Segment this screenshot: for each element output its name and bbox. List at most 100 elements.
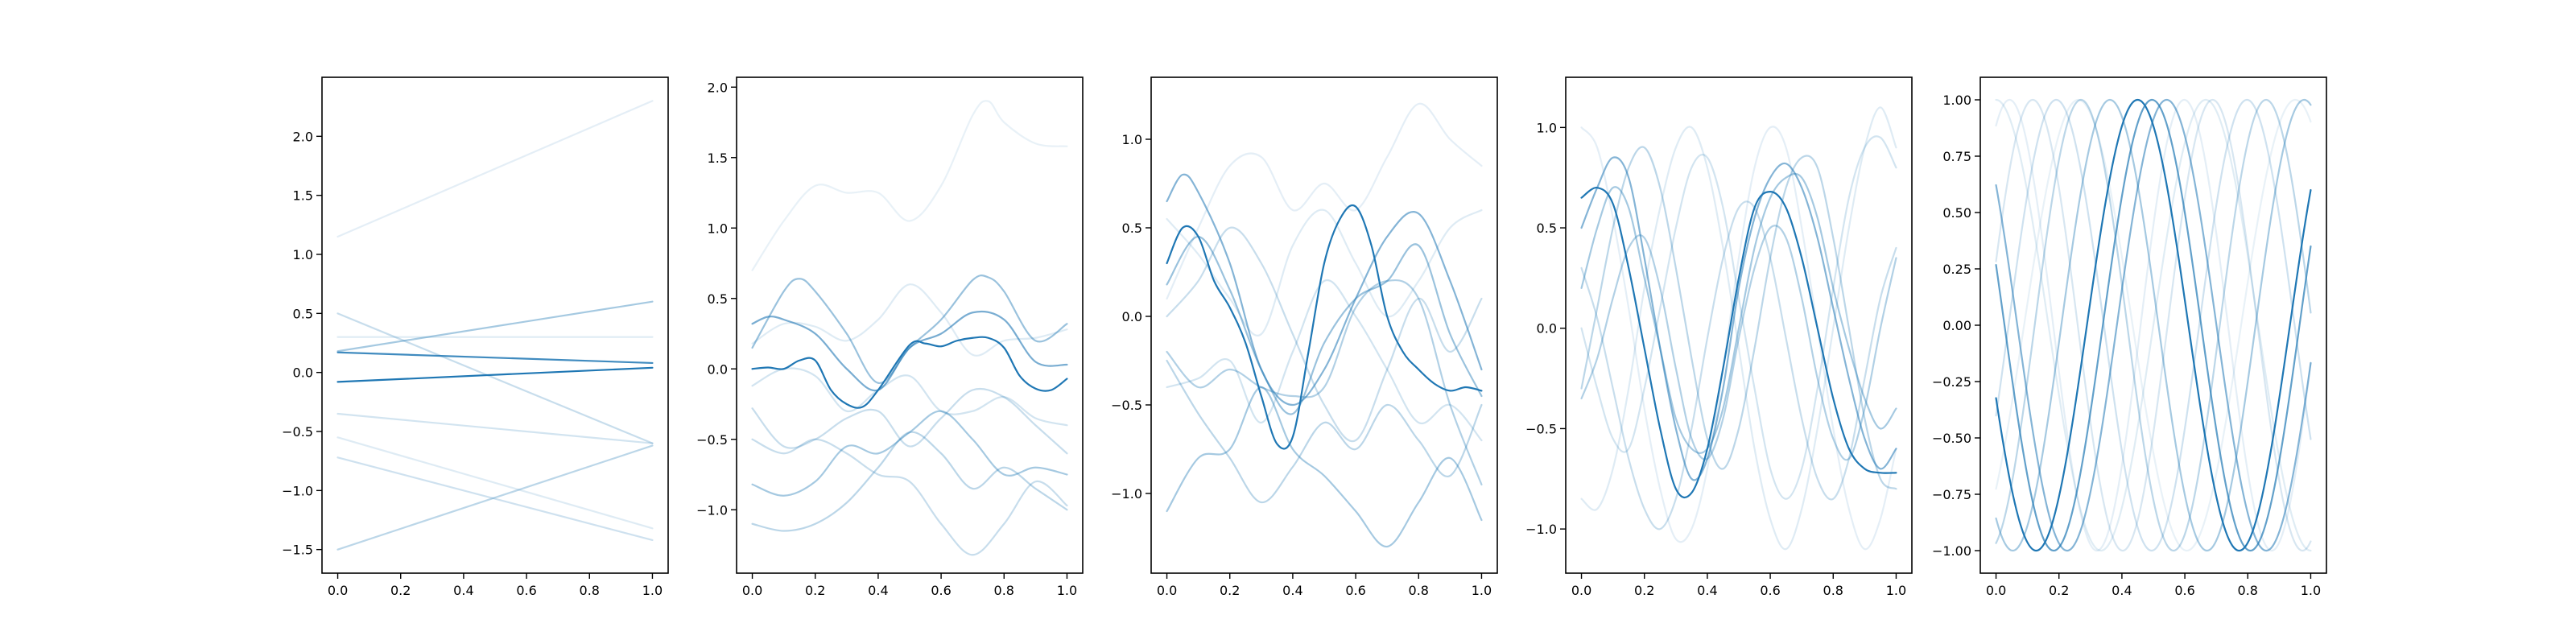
series-group — [1995, 98, 2312, 552]
x-tick-label: 0.0 — [742, 583, 762, 598]
y-tick-label: 0.5 — [293, 306, 313, 321]
series-line-7 — [751, 387, 1068, 455]
x-tick-label: 0.4 — [1697, 583, 1717, 598]
y-tick-label: 1.0 — [708, 221, 728, 236]
x-tick-label: 0.6 — [2174, 583, 2194, 598]
y-tick-label: −0.5 — [696, 432, 728, 448]
x-tick-label: 0.2 — [1220, 583, 1240, 598]
series-line-10 — [336, 444, 654, 551]
series-line-2 — [1580, 156, 1897, 481]
series-line-7 — [336, 412, 654, 444]
x-tick-label: 0.6 — [931, 583, 951, 598]
x-tick-label: 0.8 — [994, 583, 1014, 598]
series-line-7 — [1166, 279, 1483, 442]
series-line-1 — [1580, 187, 1897, 498]
series-line-10 — [1995, 98, 2312, 552]
series-line-3 — [336, 312, 654, 444]
x-tick-label: 0.6 — [516, 583, 536, 598]
x-tick-label: 1.0 — [642, 583, 663, 598]
y-tick-label: 0.5 — [708, 291, 728, 307]
y-tick-label: 0.5 — [1537, 221, 1557, 236]
subplots: 0.0 0.2 0.4 0.6 0.8 1.0 −1.5 −1.0 −0.5 0.0 0.5 1.0 1… — [282, 76, 2327, 598]
y-tick-label: −1.0 — [1111, 486, 1142, 502]
series-line-4 — [751, 336, 1068, 409]
series-line-9 — [1166, 386, 1483, 548]
y-tick-label: 0.0 — [1537, 321, 1557, 336]
series-line-5 — [336, 351, 654, 365]
series-line-1 — [1995, 98, 2312, 552]
y-tick-label: 2.0 — [293, 129, 313, 144]
series-line-6 — [336, 366, 654, 383]
series-group — [751, 100, 1068, 556]
y-tick-label: −0.25 — [1932, 374, 1971, 390]
x-tick-label: 0.2 — [805, 583, 825, 598]
y-tick-label: 0.0 — [1122, 309, 1142, 324]
y-tick-label: 2.0 — [708, 80, 728, 95]
y-tick-label: 0.25 — [1942, 262, 1971, 277]
x-tick-label: 0.0 — [1986, 583, 2006, 598]
subplot-3: 0.0 0.2 0.4 0.6 0.8 1.0 −1.0 −0.5 0.0 0.5 1.0 — [1111, 76, 1498, 598]
y-tick-label: −1.0 — [696, 502, 728, 518]
series-line-8 — [1995, 98, 2312, 552]
y-tick-label: −0.5 — [282, 424, 313, 440]
series-line-1 — [1166, 102, 1483, 300]
y-tick-label: −1.0 — [1525, 522, 1557, 537]
x-tick-label: 0.8 — [1823, 583, 1843, 598]
series-line-10 — [751, 438, 1068, 556]
y-tick-label: 0.5 — [1122, 221, 1142, 236]
y-tick-label: 1.0 — [293, 247, 313, 262]
axes-frame — [1565, 76, 1913, 574]
x-tick-label: 0.6 — [1760, 583, 1780, 598]
x-tick-label: 0.0 — [328, 583, 348, 598]
subplot-2: 0.0 0.2 0.4 0.6 0.8 1.0 −1.0 −0.5 0.0 0.5 1.0 1.5 2.… — [696, 76, 1084, 598]
series-line-6 — [1995, 98, 2312, 552]
x-tick-label: 0.8 — [2238, 583, 2258, 598]
y-tick-label: 0.0 — [708, 361, 728, 377]
series-line-3 — [1580, 172, 1897, 454]
series-line-7 — [1995, 98, 2312, 552]
axes-frame — [736, 76, 1084, 574]
x-tick-label: 0.0 — [1571, 583, 1591, 598]
axes-frame — [1150, 76, 1498, 574]
series-line-8 — [1166, 359, 1483, 504]
y-tick-label: −0.75 — [1932, 487, 1971, 502]
series-group — [1166, 102, 1483, 548]
subplot-5: 0.0 0.2 0.4 0.6 0.8 1.0 −1.00 −0.75 −0.50 −0.25 0.… — [1932, 76, 2327, 598]
series-line-5 — [1580, 135, 1897, 500]
x-tick-label: 1.0 — [1886, 583, 1906, 598]
series-line-1 — [336, 100, 654, 238]
y-tick-label: 0.0 — [293, 365, 313, 381]
series-line-8 — [1580, 126, 1897, 551]
axes-frame — [321, 76, 669, 574]
x-tick-label: 0.2 — [390, 583, 411, 598]
y-tick-label: −1.0 — [282, 483, 313, 498]
series-line-9 — [751, 431, 1068, 532]
series-line-10 — [1166, 208, 1483, 337]
y-tick-label: 0.75 — [1942, 149, 1971, 164]
y-tick-label: −1.5 — [282, 543, 313, 558]
series-line-3 — [1166, 204, 1483, 450]
x-tick-label: 0.0 — [1157, 583, 1177, 598]
subplot-4: 0.0 0.2 0.4 0.6 0.8 1.0 −1.0 −0.5 0.0 0.5 1.0 — [1525, 76, 1913, 598]
series-line-4 — [336, 300, 654, 353]
y-tick-label: −0.50 — [1932, 431, 1971, 446]
x-tick-label: 0.2 — [2049, 583, 2069, 598]
series-group — [1580, 106, 1897, 551]
subplot-1: 0.0 0.2 0.4 0.6 0.8 1.0 −1.5 −1.0 −0.5 0.0 0.5 1.0 1… — [282, 76, 669, 598]
series-line-8 — [751, 410, 1068, 497]
y-tick-label: 1.5 — [708, 151, 728, 166]
series-line-9 — [1580, 225, 1897, 461]
series-line-9 — [336, 456, 654, 542]
y-tick-label: 1.0 — [1122, 132, 1142, 147]
series-line-8 — [336, 436, 654, 530]
x-tick-label: 0.8 — [1409, 583, 1429, 598]
y-tick-label: 1.0 — [1537, 120, 1557, 135]
series-line-6 — [1580, 106, 1897, 551]
series-line-6 — [1166, 226, 1483, 443]
series-line-1 — [751, 100, 1068, 271]
series-line-4 — [1166, 235, 1483, 415]
y-tick-label: 0.50 — [1942, 205, 1971, 221]
y-tick-label: 1.5 — [293, 188, 313, 204]
series-line-5 — [1995, 98, 2312, 552]
series-group — [336, 100, 654, 551]
